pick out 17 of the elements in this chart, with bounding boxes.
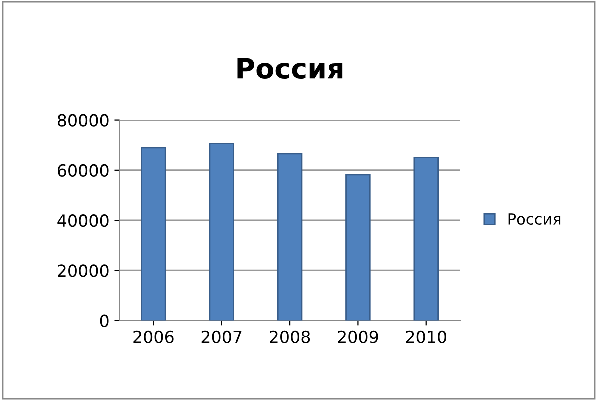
- x-tick-label: 2010: [406, 330, 446, 344]
- bar: [277, 153, 303, 321]
- y-tick-label: 0: [100, 314, 109, 328]
- x-tick-label: 2007: [202, 330, 242, 344]
- legend-label: Россия: [508, 214, 561, 225]
- chart-title: Россия: [238, 58, 343, 80]
- y-tick-label: 20000: [58, 264, 109, 278]
- y-tick-label: 80000: [58, 114, 109, 127]
- y-tick-label: 40000: [58, 214, 109, 228]
- bar: [414, 156, 439, 321]
- y-tick-label: 60000: [58, 164, 109, 177]
- bar: [141, 147, 166, 321]
- x-tick-label: 2008: [270, 330, 310, 344]
- x-tick-label: 2009: [338, 330, 378, 344]
- x-tick-label: 2006: [134, 330, 174, 344]
- bar: [209, 143, 234, 321]
- bar: [346, 174, 371, 321]
